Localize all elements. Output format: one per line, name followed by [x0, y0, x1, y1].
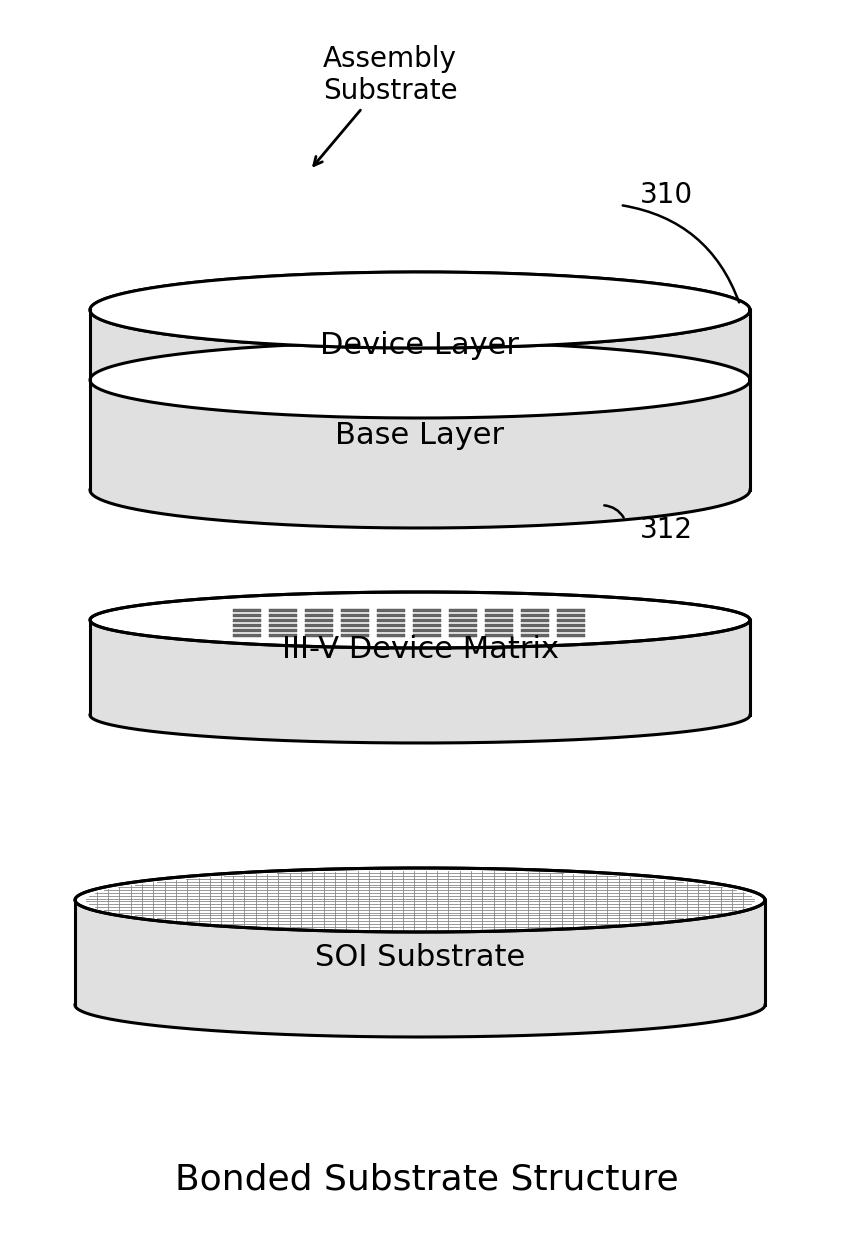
- Bar: [305, 614, 333, 617]
- Polygon shape: [75, 868, 764, 932]
- Bar: [485, 634, 513, 637]
- Bar: [449, 619, 476, 622]
- Bar: [449, 629, 476, 632]
- Bar: [269, 619, 296, 622]
- Bar: [556, 614, 584, 617]
- Bar: [377, 634, 405, 637]
- Bar: [341, 629, 369, 632]
- Text: Base Layer: Base Layer: [335, 421, 504, 450]
- Bar: [233, 629, 261, 632]
- Bar: [556, 629, 584, 632]
- Bar: [412, 624, 440, 627]
- Polygon shape: [90, 310, 749, 528]
- Polygon shape: [90, 342, 749, 418]
- Bar: [233, 634, 261, 637]
- Bar: [305, 629, 333, 632]
- Bar: [377, 629, 405, 632]
- Text: SOI Substrate: SOI Substrate: [314, 943, 525, 972]
- Bar: [233, 609, 261, 612]
- Text: Bonded Substrate Structure: Bonded Substrate Structure: [175, 1162, 677, 1196]
- Bar: [377, 614, 405, 617]
- Bar: [556, 619, 584, 622]
- Bar: [305, 634, 333, 637]
- Bar: [521, 634, 549, 637]
- Bar: [305, 619, 333, 622]
- Polygon shape: [90, 273, 749, 348]
- Bar: [269, 634, 296, 637]
- Bar: [485, 629, 513, 632]
- Polygon shape: [90, 620, 749, 744]
- Bar: [412, 619, 440, 622]
- Bar: [521, 629, 549, 632]
- Bar: [412, 629, 440, 632]
- Bar: [377, 609, 405, 612]
- Bar: [485, 619, 513, 622]
- Bar: [556, 609, 584, 612]
- Bar: [449, 609, 476, 612]
- Bar: [233, 624, 261, 627]
- Bar: [305, 624, 333, 627]
- Text: III-V Device Matrix: III-V Device Matrix: [281, 636, 558, 664]
- Bar: [305, 609, 333, 612]
- Bar: [449, 634, 476, 637]
- Bar: [341, 624, 369, 627]
- Bar: [341, 614, 369, 617]
- Polygon shape: [90, 592, 749, 648]
- Bar: [269, 629, 296, 632]
- Text: Device Layer: Device Layer: [320, 330, 519, 359]
- Bar: [412, 609, 440, 612]
- Bar: [377, 619, 405, 622]
- Bar: [521, 614, 549, 617]
- Bar: [485, 624, 513, 627]
- Bar: [556, 634, 584, 637]
- Bar: [233, 614, 261, 617]
- Bar: [377, 624, 405, 627]
- Bar: [412, 634, 440, 637]
- Bar: [269, 614, 296, 617]
- Bar: [269, 624, 296, 627]
- Bar: [233, 619, 261, 622]
- Bar: [521, 624, 549, 627]
- Bar: [521, 609, 549, 612]
- Bar: [556, 624, 584, 627]
- Bar: [341, 619, 369, 622]
- Bar: [485, 614, 513, 617]
- Bar: [341, 634, 369, 637]
- Bar: [269, 609, 296, 612]
- Text: 310: 310: [639, 181, 693, 208]
- Bar: [412, 614, 440, 617]
- Polygon shape: [90, 273, 749, 348]
- Bar: [341, 609, 369, 612]
- Bar: [449, 614, 476, 617]
- Text: Assembly
Substrate: Assembly Substrate: [314, 45, 457, 166]
- Bar: [449, 624, 476, 627]
- Polygon shape: [75, 901, 764, 1037]
- Bar: [485, 609, 513, 612]
- Text: 312: 312: [639, 516, 692, 544]
- Bar: [521, 619, 549, 622]
